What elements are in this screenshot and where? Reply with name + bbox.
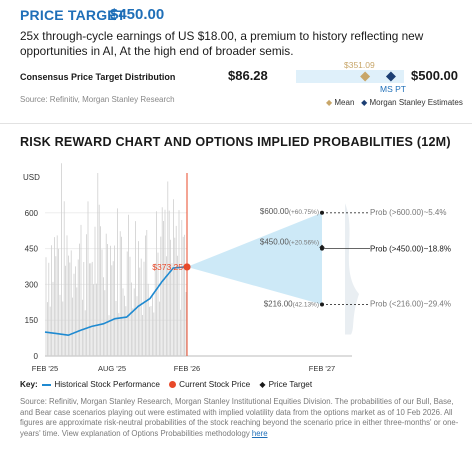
scenario-probability-label: Prob (>450.00)~18.8% [370,245,451,254]
divider [0,123,472,124]
consensus-distribution-graphic [296,70,404,83]
price-target-description: 25x through-cycle earnings of US $18.00,… [20,29,424,58]
key-item-target: ◆ Price Target [259,380,313,390]
ms-estimate-marker [385,71,396,82]
chart-key: Key: Historical Stock Performance Curren… [20,380,319,389]
consensus-title: Consensus Price Target Distribution [20,72,176,82]
historical-price-line [44,266,186,337]
diamond-swatch-icon: ◆ [259,380,266,390]
scenario-price-label: $216.00(42.13%) [264,299,319,308]
x-tick-label: FEB '27 [309,364,335,373]
price-target-label: PRICE TARGET [20,7,126,23]
line-swatch-icon [42,383,52,386]
consensus-low: $86.28 [228,68,268,83]
scenario-pct-label: (42.13%) [293,301,319,308]
key-label: Key: [20,380,38,389]
y-tick-label: 600 [25,209,39,218]
scenario-probability-label: Prob (>600.00)~5.4% [370,208,447,217]
x-tick-label: AUG '25 [98,364,126,373]
x-tick-label: FEB '26 [174,364,200,373]
y-tick-label: 300 [25,280,39,289]
consensus-legend: ◆ Mean ◆ Morgan Stanley Estimates [326,98,463,107]
scenario-probability-label: Prob (<216.00)~29.4% [370,299,451,308]
key-item-current: Current Stock Price [169,380,250,389]
scenario-dot [320,210,324,215]
consensus-high: $500.00 [411,68,458,83]
scenario-price-label: $450.00(+20.56%) [260,238,319,247]
ms-pt-label: MS PT [380,84,406,94]
scenario-price-label: $600.00(+60.75%) [260,207,319,216]
y-axis-label: USD [23,173,40,182]
scenario-pct-label: (+60.75%) [289,209,319,216]
y-tick-label: 0 [34,352,39,361]
scenario-dot [320,302,324,307]
dot-swatch-icon [169,381,177,389]
consensus-mean-value: $351.09 [344,60,375,70]
price-target-diamond [319,244,325,248]
y-tick-label: 150 [25,316,39,325]
footnote-text: Source: Refinitiv, Morgan Stanley Resear… [20,397,459,438]
scenario-pct-label: (+20.56%) [289,240,319,247]
consensus-source: Source: Refinitiv, Morgan Stanley Resear… [20,95,175,104]
current-price-label: $373.25 [152,262,183,272]
probability-distribution [345,203,359,335]
mean-marker [360,71,371,82]
probability-cone [187,212,322,305]
footnote: Source: Refinitiv, Morgan Stanley Resear… [20,397,466,439]
consensus-range-bar [296,70,404,83]
x-tick-label: FEB '25 [32,364,58,373]
y-tick-label: 450 [25,245,39,254]
risk-reward-chart: 0 150 300 450 600 USD FEB '25 AUG '25 FEB '26 FEB… [23,163,451,373]
current-price-dot [183,263,191,271]
axis-labels: 0 150 300 450 600 USD FEB '25 AUG '25 FEB '26 FEB… [23,173,451,373]
volume-bars [45,163,187,356]
ms-legend-icon: ◆ [361,98,368,107]
ms-legend-label: Morgan Stanley Estimates [369,98,463,107]
mean-legend-label: Mean [334,98,355,107]
price-target-value: $450.00 [110,6,165,23]
key-item-history: Historical Stock Performance [42,380,160,389]
chart-title: RISK REWARD CHART AND OPTIONS IMPLIED PR… [20,135,451,149]
scenario-markers [183,210,370,307]
scenario-dot [320,246,324,251]
mean-legend-icon: ◆ [326,98,333,107]
methodology-link[interactable]: here [251,428,268,438]
